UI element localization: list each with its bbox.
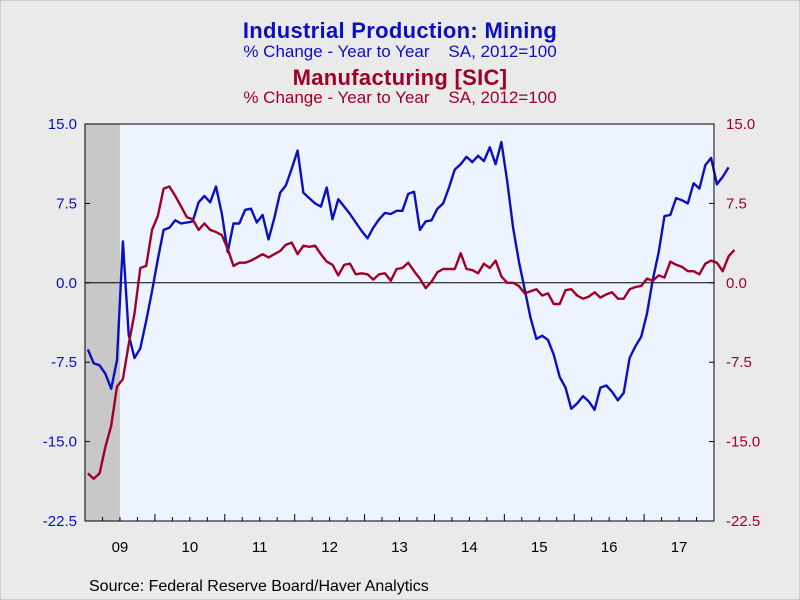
y-tick-label-left: -22.5 [43, 513, 77, 530]
manufacturing-title: Manufacturing [SIC] [292, 65, 508, 90]
y-tick-label-left: 0.0 [56, 275, 77, 292]
x-tick-label: 13 [391, 539, 408, 556]
x-tick-label: 14 [461, 539, 478, 556]
manufacturing-series-line [87, 185, 736, 480]
x-tick-label: 11 [252, 539, 268, 556]
x-tick-label: 09 [112, 539, 129, 556]
y-tick-label-left: -7.5 [51, 354, 77, 371]
y-tick-label-right: -7.5 [726, 354, 752, 371]
x-tick-label: 17 [671, 539, 688, 556]
y-tick-label-left: 7.5 [56, 195, 77, 212]
y-tick-label-right: -22.5 [726, 513, 760, 530]
y-tick-label-right: 0.0 [726, 275, 747, 292]
manufacturing-subtitle: % Change - Year to Year SA, 2012=100 [243, 88, 557, 107]
x-tick-label: 12 [321, 539, 338, 556]
mining-series-line [86, 140, 730, 411]
mining-title: Industrial Production: Mining [242, 18, 558, 43]
y-tick-label-right: 7.5 [726, 195, 747, 212]
mining-subtitle: % Change - Year to Year SA, 2012=100 [243, 42, 557, 61]
x-tick-label: 16 [601, 539, 618, 556]
x-tick-label: 15 [531, 539, 548, 556]
y-tick-label-right: -15.0 [726, 434, 760, 451]
y-tick-label-right: 15.0 [726, 116, 755, 133]
source-note: Source: Federal Reserve Board/Haver Anal… [89, 578, 429, 595]
y-tick-label-left: -15.0 [43, 434, 77, 451]
y-tick-label-left: 15.0 [48, 116, 77, 133]
x-tick-label: 10 [181, 539, 198, 556]
plot-area [85, 124, 714, 521]
